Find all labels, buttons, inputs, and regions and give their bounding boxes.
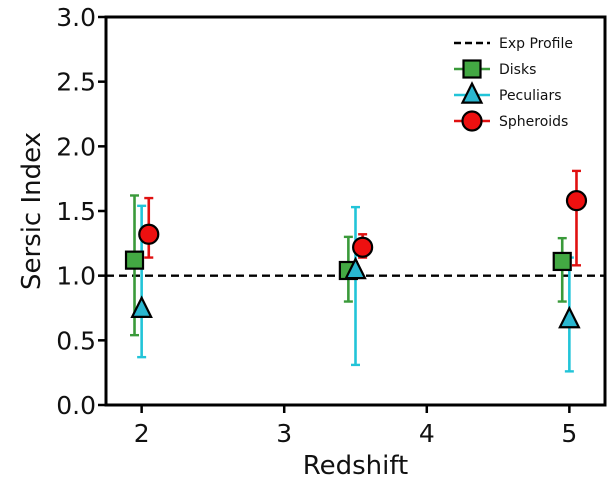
peculiars-point-0 (130, 295, 153, 318)
peculiars-point-1 (344, 256, 367, 280)
peculiars-point-2 (558, 305, 581, 329)
plot-area: 0.0 0.5 1.0 1.5 2.0 2.5 3.0 2 3 4 5 (56, 3, 607, 448)
y-tick-label: 1.0 (56, 262, 96, 291)
legend-peculiars-label: Peculiars (499, 88, 562, 104)
y-tick-label: 2.5 (56, 68, 96, 97)
spheroids-point-0 (138, 223, 160, 245)
x-tick-label: 5 (561, 419, 577, 448)
spheroids-point-2 (565, 190, 588, 212)
legend-spheroids-label: Spheroids (499, 114, 568, 130)
legend-peculiars-marker (460, 81, 484, 104)
x-tick-label: 4 (419, 419, 435, 448)
y-tick-label: 0.0 (56, 391, 96, 420)
disks-point-2 (552, 251, 572, 272)
x-tick-label: 3 (276, 419, 292, 448)
y-tick-label: 1.5 (56, 197, 96, 226)
legend-disks-marker (462, 59, 482, 79)
disks-point-0 (124, 250, 145, 270)
legend-spheroids-marker (461, 110, 483, 132)
legend-disks-label: Disks (499, 62, 536, 78)
x-axis-label: Redshift (303, 451, 409, 478)
legend-exp-profile-label: Exp Profile (499, 36, 573, 52)
spheroids-point-1 (352, 236, 374, 258)
y-tick-label: 2.0 (56, 132, 96, 161)
x-tick-label: 2 (134, 419, 150, 448)
y-axis-label: Sersic Index (17, 132, 47, 290)
y-tick-label: 0.5 (56, 326, 96, 355)
legend: Exp Profile Disks Peculiars Spheroids (454, 36, 573, 132)
y-tick-label: 3.0 (56, 3, 96, 32)
